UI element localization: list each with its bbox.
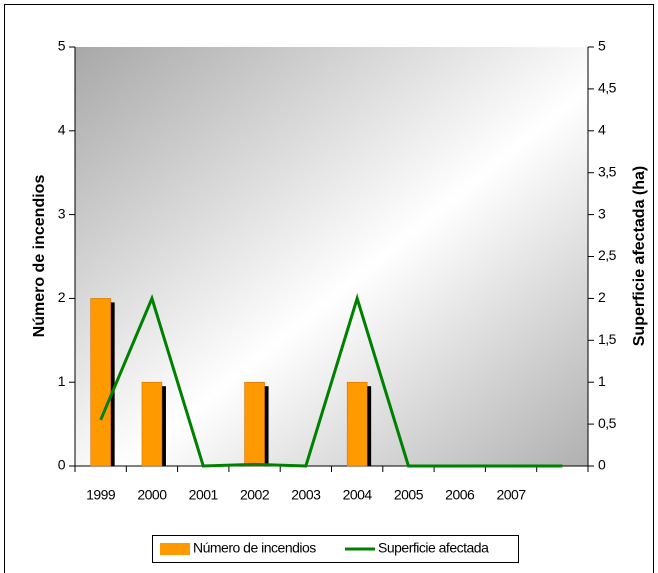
x-tick-label: 2007: [496, 487, 526, 503]
bar: [346, 381, 368, 467]
legend-label: Número de incendios: [193, 540, 316, 556]
bar: [90, 298, 111, 467]
y-tick-label: 5: [58, 38, 66, 54]
y2-tick-label: 2: [598, 289, 606, 305]
y2-tick-label: 5: [598, 38, 606, 54]
y-axis-title: Número de incendios: [31, 175, 48, 338]
legend: [152, 535, 519, 563]
y2-tick-label: 3: [598, 205, 606, 221]
bar: [244, 381, 265, 467]
y2-tick-label: 1,5: [598, 331, 617, 347]
y2-tick-label: 1: [598, 373, 606, 389]
x-tick-label: 2002: [240, 487, 270, 503]
y-tick-label: 3: [58, 205, 66, 221]
x-tick-label: 2000: [137, 487, 167, 503]
legend-label: Superficie afectada: [378, 540, 489, 556]
legend-swatch: [160, 543, 190, 555]
x-tick-label: 2004: [343, 487, 373, 503]
y2-axis-title: Superficie afectada (ha): [631, 166, 648, 347]
y-tick-label: 4: [58, 122, 66, 138]
y2-tick-label: 4,5: [598, 80, 617, 96]
x-tick-label: 1999: [86, 487, 116, 503]
x-tick-label: 2001: [189, 487, 219, 503]
bar: [141, 381, 163, 467]
line: [99, 293, 563, 468]
y2-tick-label: 0: [598, 457, 606, 473]
x-tick-label: 2005: [394, 487, 424, 503]
y-tick-label: 0: [58, 457, 66, 473]
y2-tick-label: 4: [598, 122, 606, 138]
y2-tick-label: 0,5: [598, 415, 617, 431]
y-tick-label: 1: [58, 373, 66, 389]
y2-tick-label: 2,5: [598, 247, 617, 263]
x-tick-label: 2006: [445, 487, 475, 503]
y2-tick-label: 3,5: [598, 163, 617, 179]
x-tick-label: 2003: [291, 487, 321, 503]
y-tick-label: 2: [58, 289, 66, 305]
